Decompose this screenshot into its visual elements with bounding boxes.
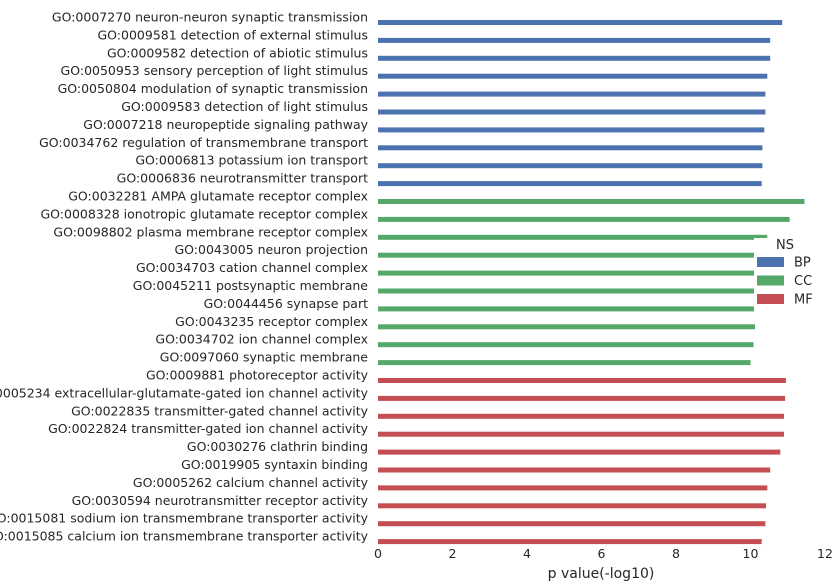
category-label: GO:0034703 cation channel complex: [136, 260, 368, 275]
legend-label: CC: [794, 274, 812, 289]
bar: [378, 127, 765, 133]
x-tick-label: 12: [817, 546, 833, 561]
bars-layer: [378, 20, 805, 545]
x-tick-label: 2: [449, 546, 457, 561]
bar: [378, 216, 790, 222]
bar: [378, 467, 771, 473]
bar: [378, 145, 763, 151]
category-label: GO:0097060 synaptic membrane: [160, 350, 369, 365]
category-label: GO:0022835 transmitter-gated channel act…: [71, 403, 368, 418]
bar: [378, 109, 766, 115]
category-label: GO:0045211 postsynaptic membrane: [133, 278, 369, 293]
bar: [378, 181, 762, 187]
bar: [378, 252, 768, 258]
x-tick-label: 0: [374, 546, 382, 561]
bar: [378, 395, 786, 401]
bar: [378, 91, 766, 97]
x-tick-label: 6: [598, 546, 606, 561]
bar: [378, 413, 784, 419]
legend-swatch: [757, 257, 784, 267]
bar: [378, 449, 781, 455]
bar: [378, 270, 758, 276]
bar: [378, 431, 784, 437]
bar: [378, 521, 766, 527]
category-label: GO:0050953 sensory perception of light s…: [61, 63, 368, 78]
legend-swatch: [757, 294, 784, 304]
bar: [378, 73, 768, 79]
category-label: GO:0009582 detection of abiotic stimulus: [107, 45, 368, 60]
category-label: GO:0044456 synapse part: [204, 296, 368, 311]
category-label: GO:0007218 neuropeptide signaling pathwa…: [83, 117, 368, 132]
category-label: GO:0009583 detection of light stimulus: [121, 99, 368, 114]
category-label: GO:0032281 AMPA glutamate receptor compl…: [68, 189, 368, 204]
legend-label: MF: [794, 293, 813, 308]
bar: [378, 288, 758, 294]
legend-swatch: [757, 275, 784, 286]
bar: [378, 539, 762, 545]
x-tick-label: 10: [743, 546, 759, 561]
category-label: GO:0034762 regulation of transmembrane t…: [39, 135, 368, 150]
category-label: GO:0006813 potassium ion transport: [135, 153, 368, 168]
category-label: GO:0043235 receptor complex: [175, 314, 368, 329]
bar: [378, 55, 771, 61]
x-axis-label: p value(-log10): [548, 566, 655, 582]
category-label: GO:0006836 neurotransmitter transport: [117, 171, 368, 186]
legend-label: BP: [794, 256, 811, 271]
x-tick-label: 4: [523, 546, 531, 561]
bar: [378, 503, 767, 509]
category-label: GO:0005262 calcium channel activity: [133, 475, 369, 490]
bar: [378, 378, 786, 383]
bar: [378, 37, 771, 43]
category-label: GO:0005234 extracellular-glutamate-gated…: [0, 385, 369, 400]
category-label: GO:0030594 neurotransmitter receptor act…: [72, 493, 369, 508]
category-label: GO:0022824 transmitter-gated ion channel…: [48, 421, 369, 436]
category-label: GO:0019905 syntaxin binding: [181, 457, 368, 472]
bar: [378, 342, 754, 348]
category-label: GO:0015081 sodium ion transmembrane tran…: [0, 511, 369, 526]
bar: [378, 485, 768, 491]
bar: [378, 360, 751, 366]
x-tick-label: 8: [672, 546, 680, 561]
bar: [378, 324, 755, 330]
category-label: GO:0009581 detection of external stimulu…: [98, 27, 369, 42]
category-label: GO:0007270 neuron-neuron synaptic transm…: [52, 10, 368, 25]
category-label: GO:0009881 photoreceptor activity: [146, 368, 369, 383]
category-label: GO:0030276 clathrin binding: [187, 439, 368, 454]
bar: [378, 199, 805, 204]
category-label: GO:0015085 calcium ion transmembrane tra…: [0, 529, 369, 544]
category-label: GO:0008328 ionotropic glutamate receptor…: [41, 206, 369, 221]
category-labels: GO:0007270 neuron-neuron synaptic transm…: [0, 10, 369, 544]
bar: [378, 20, 783, 25]
category-label: GO:0034702 ion channel complex: [155, 332, 368, 347]
x-tick-labels: 0 2 4 6 8 10 12: [374, 546, 833, 561]
bar: [378, 163, 763, 169]
legend: NS BP CC MF: [754, 238, 830, 312]
category-label: GO:0050804 modulation of synaptic transm…: [58, 81, 368, 96]
category-label: GO:0043005 neuron projection: [174, 242, 368, 257]
category-label: GO:0098802 plasma membrane receptor comp…: [53, 224, 368, 239]
legend-title: NS: [776, 238, 794, 253]
bar: [378, 306, 757, 312]
bar: [378, 234, 768, 240]
legend-items: BP CC MF: [757, 256, 813, 308]
